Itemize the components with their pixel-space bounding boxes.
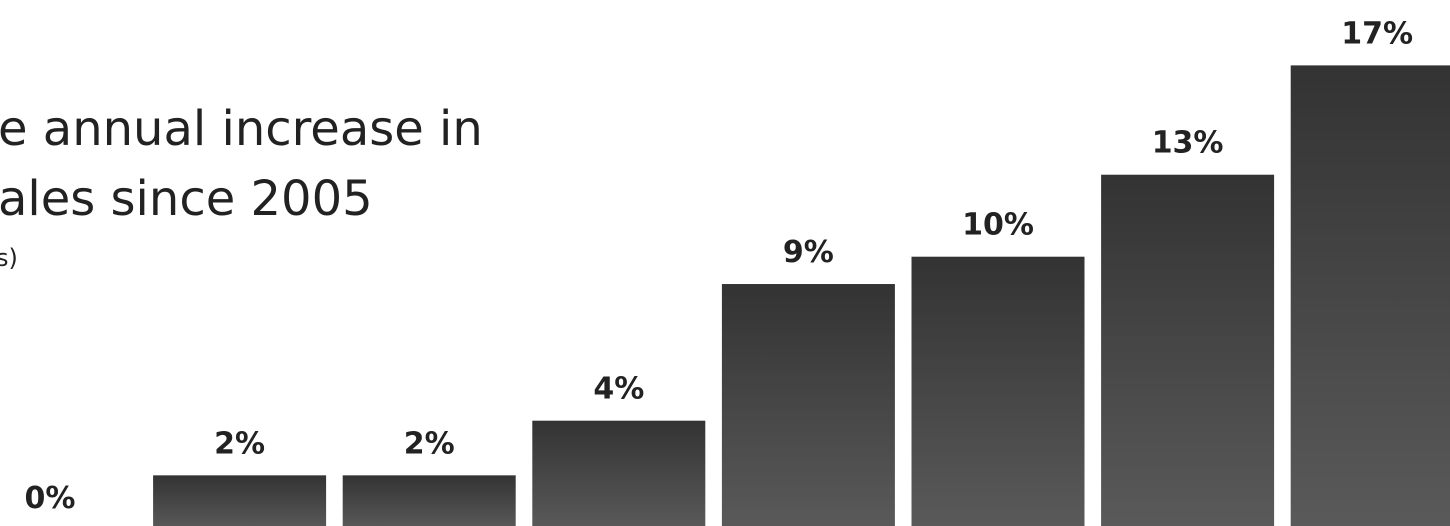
value-label: 2% bbox=[214, 426, 265, 461]
bar bbox=[721, 284, 895, 526]
chart-title: e annual increase in bbox=[0, 101, 483, 157]
value-label: 13% bbox=[1152, 126, 1224, 161]
chart-subtitle: s) bbox=[0, 244, 18, 272]
bar bbox=[342, 475, 516, 526]
value-label: 10% bbox=[962, 208, 1034, 243]
bar bbox=[1290, 65, 1450, 526]
chart-title: ales since 2005 bbox=[0, 171, 373, 227]
bar bbox=[1101, 174, 1275, 526]
value-label: 0% bbox=[25, 481, 76, 516]
value-label: 2% bbox=[404, 426, 455, 461]
value-label: 9% bbox=[783, 235, 834, 270]
value-label: 17% bbox=[1341, 16, 1413, 51]
value-label: 4% bbox=[593, 372, 644, 407]
bar bbox=[153, 475, 327, 526]
bar bbox=[532, 420, 706, 526]
bar bbox=[911, 256, 1085, 526]
